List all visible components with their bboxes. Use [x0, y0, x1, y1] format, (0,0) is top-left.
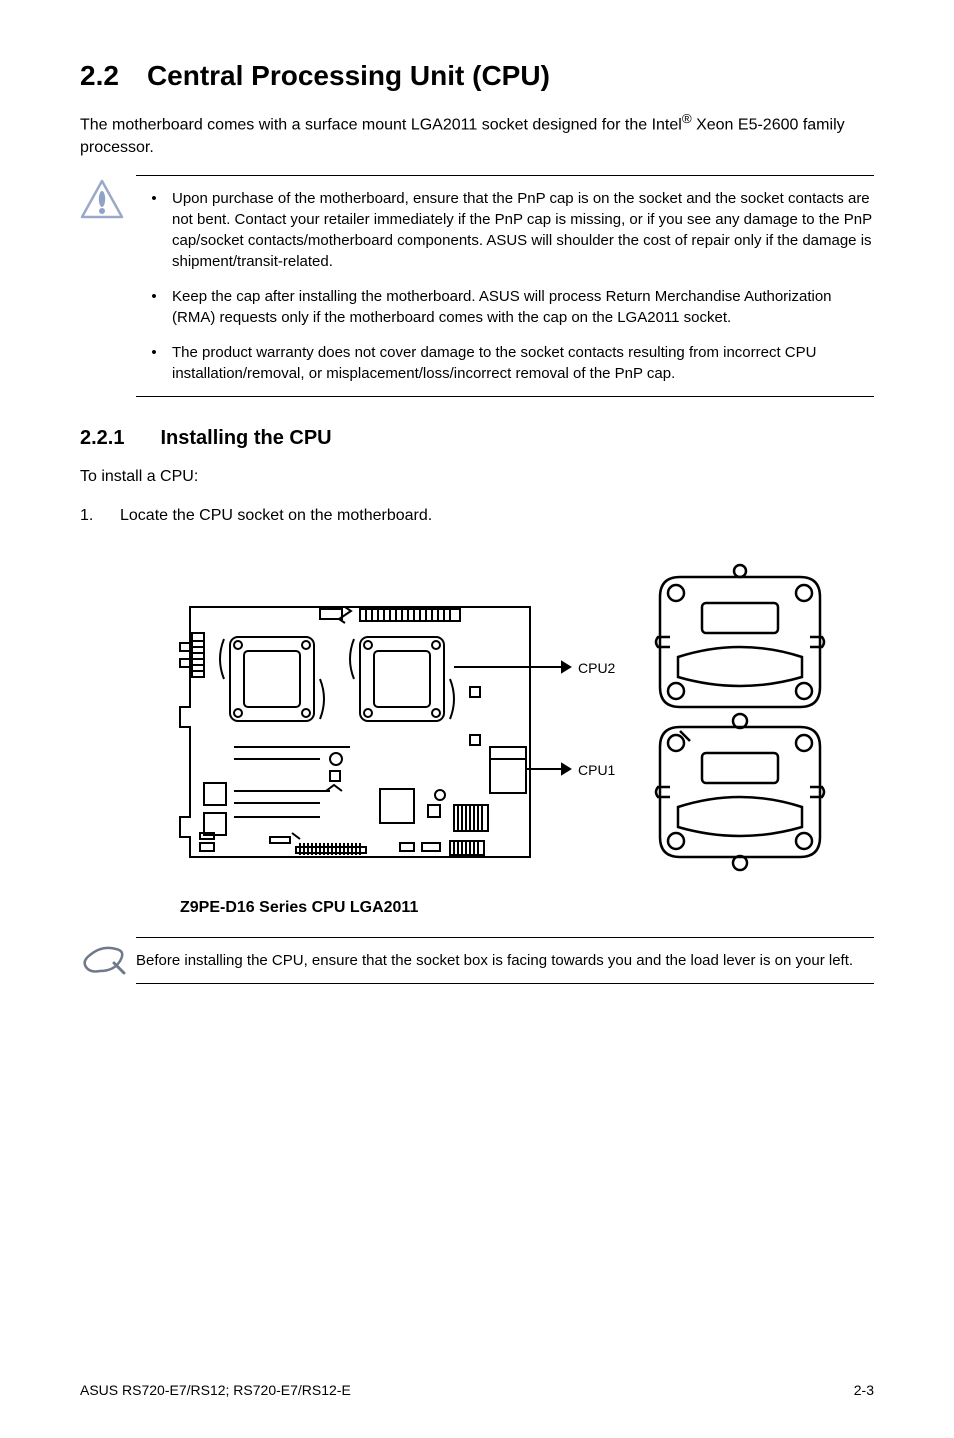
step-1: 1. Locate the CPU socket on the motherbo… — [80, 505, 874, 527]
subsection-heading: 2.2.1 Installing the CPU — [80, 427, 874, 450]
note-callout: Before installing the CPU, ensure that t… — [80, 937, 874, 984]
note-icon — [80, 937, 136, 984]
bullet-dot: • — [136, 342, 172, 384]
step-text: Locate the CPU socket on the motherboard… — [120, 505, 874, 527]
caution-bullet: • The product warranty does not cover da… — [136, 342, 874, 384]
footer-left: ASUS RS720-E7/RS12; RS720-E7/RS12-E — [80, 1382, 351, 1398]
caution-bullet: • Keep the cap after installing the moth… — [136, 286, 874, 328]
caution-text-3: The product warranty does not cover dama… — [172, 342, 874, 384]
subsection-title-text: Installing the CPU — [160, 427, 331, 449]
motherboard-diagram: CPU2 CPU1 — [130, 547, 874, 917]
label-cpu1: CPU1 — [578, 762, 616, 778]
pre-step-text: To install a CPU: — [80, 466, 874, 488]
intro-pre: The motherboard comes with a surface mou… — [80, 116, 682, 133]
diagram-caption: Z9PE-D16 Series CPU LGA2011 — [180, 899, 418, 917]
intro-paragraph: The motherboard comes with a surface mou… — [80, 110, 874, 159]
caution-text-2: Keep the cap after installing the mother… — [172, 286, 874, 328]
caution-bullet: • Upon purchase of the motherboard, ensu… — [136, 188, 874, 272]
subsection-number: 2.2.1 — [80, 427, 124, 450]
bullet-dot: • — [136, 286, 172, 328]
note-text: Before installing the CPU, ensure that t… — [136, 950, 874, 971]
section-heading: 2.2 Central Processing Unit (CPU) — [80, 60, 874, 92]
step-number: 1. — [80, 505, 120, 527]
page-footer: ASUS RS720-E7/RS12; RS720-E7/RS12-E 2-3 — [80, 1382, 874, 1398]
caution-callout: • Upon purchase of the motherboard, ensu… — [80, 175, 874, 397]
caution-body: • Upon purchase of the motherboard, ensu… — [136, 175, 874, 397]
section-number: 2.2 — [80, 60, 119, 92]
label-cpu2: CPU2 — [578, 660, 616, 676]
caution-icon — [80, 175, 136, 397]
intro-sup: ® — [682, 111, 692, 126]
footer-right: 2-3 — [854, 1382, 874, 1398]
note-body: Before installing the CPU, ensure that t… — [136, 937, 874, 984]
bullet-dot: • — [136, 188, 172, 272]
caution-text-1: Upon purchase of the motherboard, ensure… — [172, 188, 874, 272]
section-title-text: Central Processing Unit (CPU) — [147, 60, 550, 91]
